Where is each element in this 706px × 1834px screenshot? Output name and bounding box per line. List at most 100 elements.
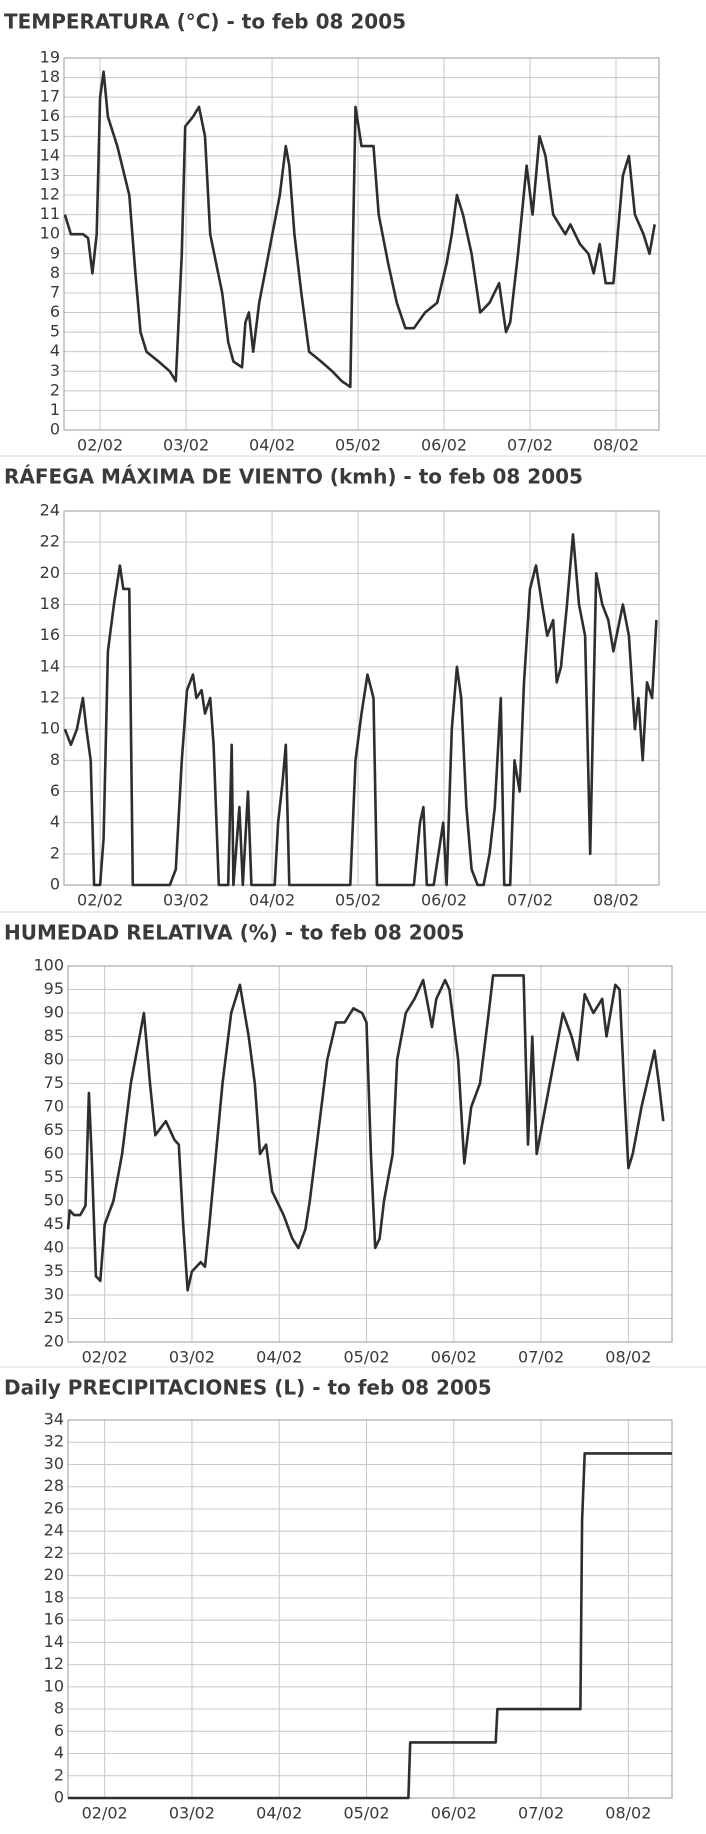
chart-title: HUMEDAD RELATIVA (%) - to feb 08 2005 bbox=[4, 921, 464, 945]
x-tick-label: 02/02 bbox=[82, 1804, 128, 1823]
y-tick-label: 16 bbox=[44, 1610, 64, 1629]
plot-frame bbox=[63, 57, 660, 431]
y-tick-label: 65 bbox=[44, 1120, 64, 1139]
x-tick-label: 02/02 bbox=[82, 1348, 128, 1367]
y-tick-label: 8 bbox=[54, 1699, 64, 1718]
y-tick-label: 14 bbox=[44, 1632, 64, 1651]
y-tick-label: 12 bbox=[40, 688, 60, 707]
y-tick-label: 20 bbox=[40, 563, 60, 582]
y-tick-label: 0 bbox=[50, 420, 60, 439]
x-tick-label: 06/02 bbox=[421, 436, 467, 455]
chart-title: Daily PRECIPITACIONES (L) - to feb 08 20… bbox=[4, 1376, 492, 1400]
x-tick-label: 06/02 bbox=[431, 1348, 477, 1367]
x-tick-label: 08/02 bbox=[593, 436, 639, 455]
x-tick-label: 03/02 bbox=[163, 891, 209, 910]
y-tick-label: 0 bbox=[54, 1788, 64, 1807]
x-tick-label: 02/02 bbox=[77, 891, 123, 910]
y-tick-label: 30 bbox=[44, 1454, 64, 1473]
y-tick-label: 6 bbox=[50, 302, 60, 321]
x-tick-label: 06/02 bbox=[431, 1804, 477, 1823]
data-line bbox=[63, 533, 658, 887]
y-tick-label: 3 bbox=[50, 361, 60, 380]
y-tick-label: 60 bbox=[44, 1144, 64, 1163]
y-tick-label: 6 bbox=[54, 1721, 64, 1740]
data-line bbox=[66, 974, 665, 1292]
y-tick-label: 10 bbox=[40, 224, 60, 243]
y-tick-label: 1 bbox=[50, 400, 60, 419]
y-tick-label: 40 bbox=[44, 1238, 64, 1257]
chart-title: TEMPERATURA (°C) - to feb 08 2005 bbox=[4, 10, 406, 34]
y-tick-label: 11 bbox=[40, 204, 60, 223]
data-line bbox=[68, 1452, 672, 1800]
y-tick-label: 28 bbox=[44, 1476, 64, 1495]
y-tick-label: 45 bbox=[44, 1214, 64, 1233]
y-tick-label: 18 bbox=[40, 67, 60, 86]
y-tick-label: 14 bbox=[40, 656, 60, 675]
x-tick-label: 07/02 bbox=[507, 891, 553, 910]
y-tick-label: 8 bbox=[50, 750, 60, 769]
x-tick-label: 06/02 bbox=[421, 891, 467, 910]
y-tick-label: 2 bbox=[50, 380, 60, 399]
y-tick-label: 18 bbox=[40, 594, 60, 613]
y-tick-label: 90 bbox=[44, 1003, 64, 1022]
chart-title: RÁFEGA MÁXIMA DE VIENTO (kmh) - to feb 0… bbox=[4, 465, 583, 489]
data-line bbox=[63, 70, 656, 389]
x-tick-label: 05/02 bbox=[343, 1804, 389, 1823]
x-tick-label: 03/02 bbox=[163, 436, 209, 455]
y-tick-label: 80 bbox=[44, 1050, 64, 1069]
y-tick-label: 12 bbox=[44, 1654, 64, 1673]
y-tick-label: 5 bbox=[50, 322, 60, 341]
x-tick-label: 08/02 bbox=[593, 891, 639, 910]
x-tick-label: 04/02 bbox=[256, 1348, 302, 1367]
y-tick-label: 7 bbox=[50, 282, 60, 301]
x-tick-label: 07/02 bbox=[518, 1348, 564, 1367]
y-tick-label: 24 bbox=[44, 1521, 64, 1540]
y-tick-label: 10 bbox=[40, 719, 60, 738]
y-tick-label: 34 bbox=[44, 1410, 64, 1429]
y-tick-label: 14 bbox=[40, 145, 60, 164]
y-tick-label: 35 bbox=[44, 1261, 64, 1280]
plot-frame bbox=[63, 510, 660, 886]
y-tick-label: 13 bbox=[40, 165, 60, 184]
y-tick-label: 20 bbox=[44, 1565, 64, 1584]
y-tick-label: 32 bbox=[44, 1432, 64, 1451]
x-tick-label: 08/02 bbox=[605, 1348, 651, 1367]
y-tick-label: 6 bbox=[50, 781, 60, 800]
y-tick-label: 10 bbox=[44, 1676, 64, 1695]
y-tick-label: 50 bbox=[44, 1191, 64, 1210]
y-tick-label: 4 bbox=[50, 341, 60, 360]
x-tick-label: 03/02 bbox=[169, 1804, 215, 1823]
x-tick-label: 05/02 bbox=[335, 436, 381, 455]
y-tick-label: 70 bbox=[44, 1097, 64, 1116]
x-tick-label: 04/02 bbox=[249, 436, 295, 455]
y-tick-label: 16 bbox=[40, 106, 60, 125]
x-tick-label: 02/02 bbox=[77, 436, 123, 455]
y-tick-label: 15 bbox=[40, 126, 60, 145]
y-tick-label: 16 bbox=[40, 625, 60, 644]
x-tick-label: 05/02 bbox=[343, 1348, 389, 1367]
x-tick-label: 04/02 bbox=[256, 1804, 302, 1823]
y-tick-label: 4 bbox=[50, 812, 60, 831]
y-tick-label: 75 bbox=[44, 1073, 64, 1092]
y-tick-label: 22 bbox=[44, 1543, 64, 1562]
x-tick-label: 04/02 bbox=[249, 891, 295, 910]
y-tick-label: 17 bbox=[40, 87, 60, 106]
y-tick-label: 0 bbox=[50, 875, 60, 894]
y-tick-label: 8 bbox=[50, 263, 60, 282]
y-tick-label: 2 bbox=[50, 843, 60, 862]
y-tick-label: 100 bbox=[33, 956, 64, 975]
y-tick-label: 2 bbox=[54, 1765, 64, 1784]
x-tick-label: 08/02 bbox=[605, 1804, 651, 1823]
y-tick-label: 85 bbox=[44, 1026, 64, 1045]
x-tick-label: 05/02 bbox=[335, 891, 381, 910]
plot-frame bbox=[67, 965, 673, 1343]
x-tick-label: 07/02 bbox=[507, 436, 553, 455]
y-tick-label: 30 bbox=[44, 1285, 64, 1304]
y-tick-label: 25 bbox=[44, 1308, 64, 1327]
y-tick-label: 55 bbox=[44, 1167, 64, 1186]
x-tick-label: 07/02 bbox=[518, 1804, 564, 1823]
y-tick-label: 20 bbox=[44, 1332, 64, 1351]
y-tick-label: 24 bbox=[40, 501, 60, 520]
